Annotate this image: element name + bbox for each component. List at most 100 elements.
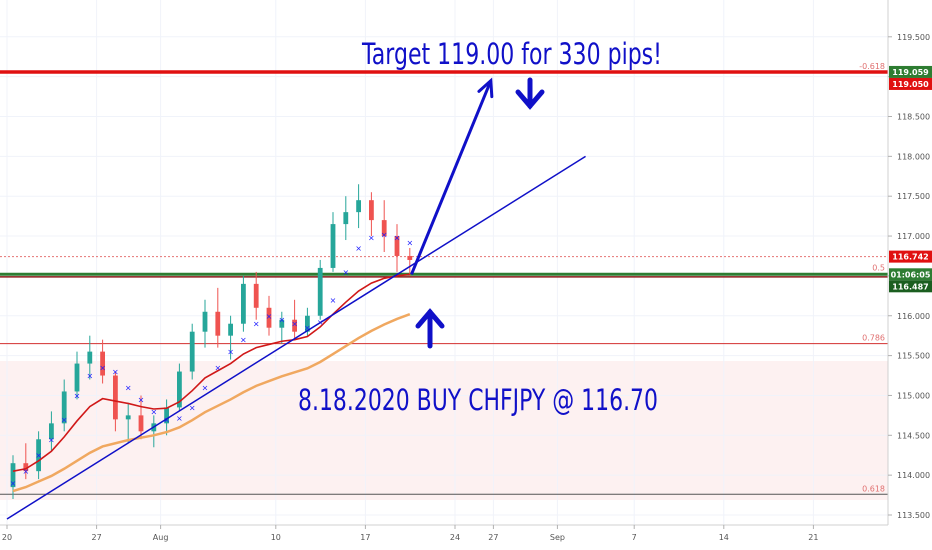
candle-body — [394, 236, 400, 256]
y-tick-label: 119.500 — [897, 33, 930, 42]
price-tag-label: 119.059 — [892, 68, 929, 77]
price-tag: 119.050 — [889, 77, 932, 90]
trendline — [6, 155, 586, 520]
candle-body — [113, 375, 118, 420]
indicators: ×××××××××××××××××××××××××××××××× — [10, 230, 413, 493]
psar-dot: × — [342, 268, 349, 277]
candle-body — [330, 224, 336, 268]
psar-dot: × — [394, 234, 401, 243]
down-arrow-icon — [515, 77, 545, 110]
target-annotation: Target 119.00 for 330 pips! — [361, 37, 662, 71]
x-tick-label: 10 — [271, 533, 281, 542]
horizontal-levels — [0, 70, 888, 495]
price-tag: 116.742 — [889, 250, 932, 263]
y-tick-label: 114.500 — [897, 431, 930, 440]
x-axis[interactable]: 20 27 Aug 10 17 24 27 Sep 7 14 21 — [2, 525, 819, 542]
candle-body — [49, 423, 54, 440]
y-tick-label: 113.500 — [897, 511, 930, 520]
candle-body — [100, 351, 105, 376]
shaded-zone — [0, 361, 888, 500]
x-tick-label: 20 — [2, 533, 12, 542]
candle-body — [74, 363, 80, 392]
psar-dot: × — [227, 348, 234, 357]
fib-label: -0.618 — [859, 62, 885, 71]
candle-body — [177, 371, 182, 408]
fib-label: 0.786 — [862, 334, 885, 343]
candle-body — [61, 391, 67, 424]
psar-dot: × — [189, 403, 196, 412]
fib-label: 0.618 — [862, 484, 885, 493]
price-tag-label: 116.487 — [892, 282, 928, 291]
x-tick-label: 27 — [92, 533, 102, 542]
x-tick-label: 14 — [719, 533, 729, 542]
psar-dot: × — [291, 320, 298, 329]
x-tick-label: 17 — [360, 533, 370, 542]
price-tag: 116.487 — [889, 280, 932, 293]
psar-dot: × — [150, 407, 157, 416]
price-tag-bg — [889, 77, 932, 90]
price-tag-bg — [889, 250, 932, 263]
y-tick-label: 117.000 — [897, 232, 930, 241]
buy-annotation: 8.18.2020 BUY CHFJPY @ 116.70 — [298, 383, 658, 417]
psar-dot: × — [22, 467, 29, 476]
candle-body — [164, 407, 169, 424]
x-tick-label: 7 — [632, 533, 637, 542]
ema-slow-line — [12, 312, 411, 493]
candle-body — [292, 319, 297, 332]
candle-body — [241, 283, 246, 324]
projection-arrow-head-icon — [477, 77, 494, 99]
psar-dot: × — [176, 414, 183, 423]
psar-dot: × — [406, 238, 413, 247]
psar-dot: × — [35, 451, 42, 460]
drawings — [6, 77, 586, 520]
y-tick-label: 120.000 — [897, 0, 930, 2]
candle-body — [305, 315, 310, 332]
candle-body — [369, 200, 374, 221]
candle-body — [10, 463, 16, 488]
psar-dot: × — [330, 296, 337, 305]
x-tick-label: 27 — [488, 533, 498, 542]
psar-dot: × — [278, 316, 285, 325]
psar-dot: × — [10, 479, 17, 488]
psar-dot: × — [112, 368, 119, 377]
psar-dot: × — [381, 230, 388, 239]
candle-body — [125, 415, 131, 420]
candle-body — [279, 319, 285, 328]
price-tag-label: 119.050 — [892, 80, 929, 89]
candle-body — [253, 283, 259, 308]
price-tag: 01:06:05 — [889, 268, 932, 281]
psar-dot: × — [266, 312, 273, 321]
x-tick-label: 21 — [808, 533, 818, 542]
projection-arrow-line — [410, 80, 493, 275]
psar-dot: × — [253, 320, 260, 329]
candle-body — [317, 267, 323, 316]
candle-body — [23, 463, 29, 472]
y-tick-label: 115.500 — [897, 352, 930, 361]
psar-dot: × — [74, 391, 81, 400]
y-tick-label: 114.000 — [897, 471, 930, 480]
y-tick-label: 116.000 — [897, 312, 930, 321]
psar-dot: × — [61, 415, 68, 424]
price-tags: 119.059 119.050 116.742 01:06:05 116.487 — [889, 65, 932, 293]
price-tag: 119.059 — [889, 65, 932, 78]
candle-body — [381, 220, 387, 237]
candle-body — [36, 439, 41, 472]
candle-body — [138, 415, 144, 432]
up-arrow-icon — [415, 308, 445, 349]
candle-body — [87, 351, 93, 364]
grid-lines — [0, 0, 888, 525]
candle-body — [407, 255, 413, 260]
price-tag-bg — [889, 268, 932, 281]
y-tick-label: 115.000 — [897, 391, 930, 400]
y-tick-label: 118.500 — [897, 113, 930, 122]
candle-body — [215, 311, 221, 336]
psar-dot: × — [202, 383, 209, 392]
candle-body — [189, 331, 195, 372]
psar-dot: × — [368, 234, 375, 243]
y-tick-label: 118.000 — [897, 152, 930, 161]
candlesticks — [10, 184, 413, 500]
x-tick-label: Sep — [550, 533, 565, 542]
candle-body — [266, 307, 272, 328]
psar-dot: × — [138, 395, 145, 404]
